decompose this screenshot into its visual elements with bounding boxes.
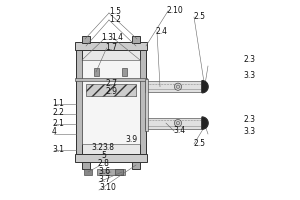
Text: 3.6: 3.6	[98, 167, 110, 176]
Bar	[75, 154, 147, 162]
Text: 2.10: 2.10	[167, 6, 183, 15]
Text: 2.2: 2.2	[52, 108, 64, 117]
Bar	[94, 68, 99, 76]
Text: 2.9: 2.9	[105, 88, 117, 97]
Text: 5: 5	[101, 151, 106, 160]
Bar	[86, 84, 136, 96]
Text: 2.7: 2.7	[105, 78, 117, 88]
Bar	[97, 169, 125, 175]
Text: 3.2: 3.2	[92, 142, 104, 152]
Text: 1.2: 1.2	[110, 15, 121, 24]
Bar	[132, 162, 140, 169]
Text: 3.9: 3.9	[125, 134, 137, 144]
Bar	[140, 50, 146, 154]
Text: 2.5: 2.5	[194, 140, 206, 148]
Text: 2.3: 2.3	[244, 55, 256, 64]
Text: 3.8: 3.8	[102, 142, 114, 152]
Text: 2.1: 2.1	[52, 118, 64, 128]
Text: 1.4: 1.4	[112, 33, 124, 42]
Text: 2.4: 2.4	[156, 26, 168, 36]
Text: 3.4: 3.4	[174, 126, 186, 135]
Polygon shape	[202, 117, 208, 129]
Text: 2.8: 2.8	[98, 159, 109, 168]
Text: 1.5: 1.5	[110, 7, 122, 16]
Text: 1.3: 1.3	[102, 33, 114, 42]
Bar	[75, 42, 147, 50]
Bar	[145, 81, 201, 92]
Circle shape	[174, 83, 182, 90]
Bar	[132, 36, 140, 43]
Bar	[75, 78, 147, 81]
Text: 3.3: 3.3	[244, 72, 256, 80]
Bar	[82, 162, 90, 169]
Circle shape	[174, 120, 182, 127]
Text: 1.1: 1.1	[52, 99, 64, 108]
Bar	[122, 68, 127, 76]
Text: 2.3: 2.3	[244, 116, 256, 124]
Bar	[145, 79, 148, 131]
Bar	[145, 118, 201, 129]
Text: 1.7: 1.7	[105, 43, 117, 52]
Text: 3.1: 3.1	[52, 146, 64, 154]
Text: 3.3: 3.3	[244, 128, 256, 136]
Bar	[82, 36, 90, 43]
Bar	[82, 60, 140, 144]
Text: 3.10: 3.10	[99, 182, 116, 192]
Polygon shape	[202, 81, 208, 93]
Text: 4: 4	[52, 128, 57, 136]
Bar	[115, 169, 122, 175]
Text: 3.7: 3.7	[98, 174, 110, 184]
Text: 2.5: 2.5	[194, 12, 206, 21]
Bar	[84, 169, 92, 175]
Bar	[76, 50, 82, 154]
Bar	[76, 50, 146, 154]
